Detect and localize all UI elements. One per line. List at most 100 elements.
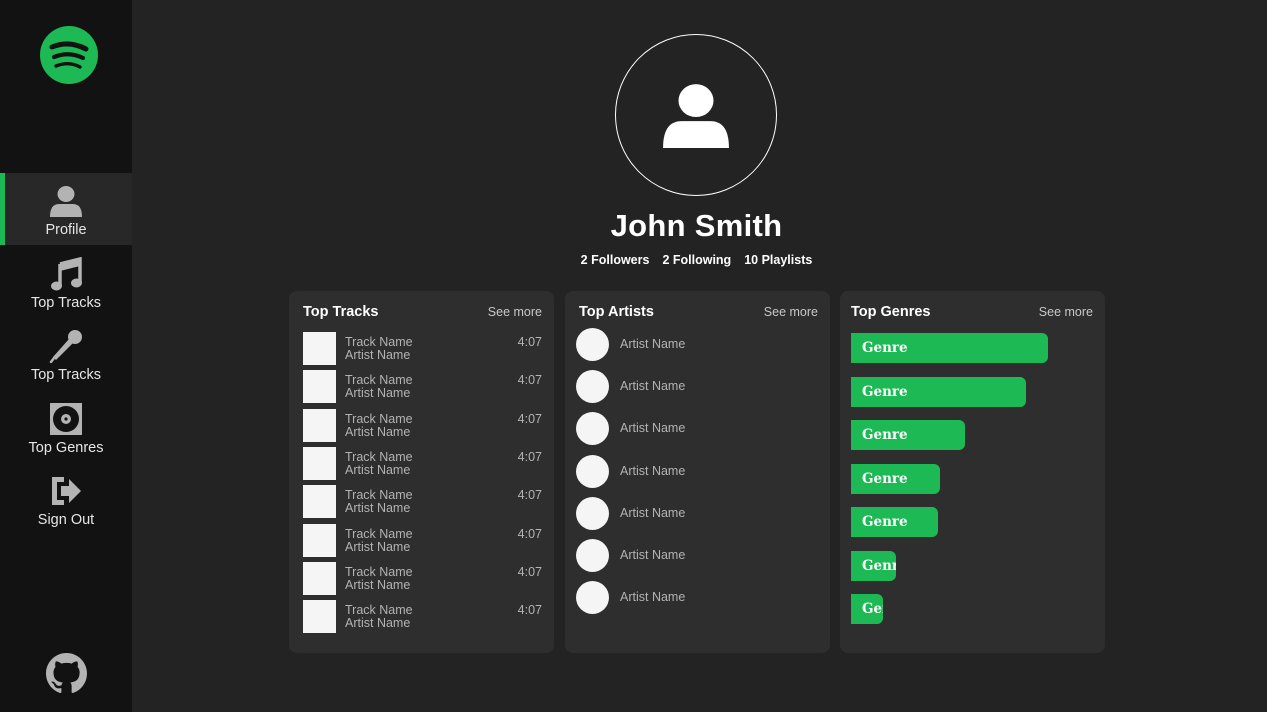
track-row[interactable]: Track Name Artist Name 4:07 bbox=[303, 446, 543, 481]
album-art bbox=[303, 446, 336, 480]
user-icon bbox=[49, 183, 83, 219]
track-row[interactable]: Track Name Artist Name 4:07 bbox=[303, 600, 543, 634]
sidebar-item-top-artists[interactable]: Top Tracks bbox=[0, 318, 132, 390]
artist-name: Artist Name bbox=[620, 463, 686, 478]
vinyl-icon bbox=[49, 401, 83, 437]
track-name: Track Name bbox=[345, 373, 413, 388]
artist-avatar bbox=[576, 370, 609, 404]
microphone-icon bbox=[49, 328, 83, 364]
artist-name: Artist Name bbox=[620, 379, 686, 394]
track-duration: 4:07 bbox=[517, 449, 542, 464]
artist-avatar bbox=[576, 454, 609, 488]
track-row[interactable]: Track Name Artist Name 4:07 bbox=[303, 408, 543, 443]
artist-avatar bbox=[576, 496, 609, 530]
track-duration: 4:07 bbox=[517, 373, 542, 388]
track-name: Track Name bbox=[345, 564, 413, 579]
artist-name: Artist Name bbox=[620, 548, 686, 562]
artist-row[interactable]: Artist Name bbox=[576, 496, 816, 531]
genre-bar[interactable]: Genre bbox=[851, 594, 883, 624]
album-art bbox=[303, 561, 336, 595]
track-row[interactable]: Track Name Artist Name 4:07 bbox=[303, 332, 543, 366]
genre-bar[interactable]: Genre bbox=[851, 420, 965, 450]
sidebar-item-top-genres[interactable]: Top Genres bbox=[0, 391, 132, 463]
artist-avatar bbox=[576, 328, 609, 361]
artist-row[interactable]: Artist Name bbox=[576, 328, 816, 362]
track-artist: Artist Name bbox=[345, 616, 411, 631]
genre-bar[interactable]: Genre bbox=[851, 464, 940, 494]
track-row[interactable]: Track Name Artist Name 4:07 bbox=[303, 523, 543, 558]
genre-bar[interactable]: Genre bbox=[851, 377, 1026, 407]
see-more-link[interactable]: See more bbox=[487, 305, 542, 319]
playlists-count[interactable]: 10 Playlists bbox=[744, 253, 813, 267]
track-duration: 4:07 bbox=[517, 411, 542, 426]
sign-out-icon bbox=[48, 473, 84, 509]
artist-row[interactable]: Artist Name bbox=[576, 539, 816, 573]
track-row[interactable]: Track Name Artist Name 4:07 bbox=[303, 485, 543, 519]
user-name: John Smith bbox=[610, 208, 783, 243]
see-more-link[interactable]: See more bbox=[763, 305, 818, 319]
artist-row[interactable]: Artist Name bbox=[576, 412, 816, 446]
sidebar-item-sign-out[interactable]: Sign Out bbox=[0, 463, 132, 535]
album-art bbox=[303, 408, 336, 442]
following-count[interactable]: 2 Following bbox=[662, 253, 732, 267]
artist-avatar bbox=[576, 412, 609, 446]
sidebar-item-label: Profile bbox=[45, 222, 87, 238]
track-duration: 4:07 bbox=[517, 488, 542, 503]
album-art bbox=[303, 332, 336, 365]
user-icon bbox=[663, 84, 729, 148]
track-name: Track Name bbox=[345, 526, 413, 541]
sidebar-item-profile[interactable]: Profile bbox=[0, 173, 132, 245]
sidebar-item-label: Top Tracks bbox=[30, 367, 102, 383]
track-name: Track Name bbox=[345, 335, 413, 349]
track-duration: 4:07 bbox=[517, 335, 542, 349]
track-artist: Artist Name bbox=[345, 539, 411, 554]
track-artist: Artist Name bbox=[345, 386, 411, 401]
track-name: Track Name bbox=[345, 603, 413, 618]
sidebar: Profile Top Tracks Top Tracks bbox=[0, 0, 132, 712]
sidebar-item-label: Top Tracks bbox=[30, 295, 102, 311]
card-title: Top Artists bbox=[579, 304, 654, 320]
card-title: Top Tracks bbox=[303, 304, 379, 320]
album-art bbox=[303, 485, 336, 519]
artist-name: Artist Name bbox=[620, 421, 686, 436]
sidebar-item-top-tracks[interactable]: Top Tracks bbox=[0, 246, 132, 318]
album-art bbox=[303, 600, 336, 634]
top-tracks-card: Top Tracks See more Track Name Artist Nam… bbox=[289, 291, 554, 653]
genre-bar[interactable]: Genre bbox=[851, 507, 938, 537]
track-name: Track Name bbox=[345, 411, 413, 426]
genre-bar[interactable]: Genre bbox=[851, 333, 1048, 363]
spotify-logo-icon[interactable] bbox=[39, 25, 99, 85]
artist-name: Artist Name bbox=[620, 590, 686, 605]
album-art bbox=[303, 370, 336, 404]
artist-avatar bbox=[576, 539, 609, 572]
track-duration: 4:07 bbox=[517, 564, 542, 579]
track-duration: 4:07 bbox=[517, 603, 542, 618]
sidebar-item-label: Sign Out bbox=[37, 512, 95, 528]
followers-count[interactable]: 2 Followers bbox=[580, 253, 650, 267]
artist-row[interactable]: Artist Name bbox=[576, 454, 816, 489]
sidebar-item-label: Top Genres bbox=[28, 440, 104, 456]
artist-name: Artist Name bbox=[620, 337, 686, 351]
track-name: Track Name bbox=[345, 488, 413, 503]
github-icon[interactable] bbox=[46, 653, 87, 694]
track-name: Track Name bbox=[345, 449, 413, 464]
artist-row[interactable]: Artist Name bbox=[576, 370, 816, 404]
artist-avatar bbox=[576, 581, 609, 615]
track-artist: Artist Name bbox=[345, 501, 411, 516]
track-row[interactable]: Track Name Artist Name 4:07 bbox=[303, 561, 543, 596]
see-more-link[interactable]: See more bbox=[1038, 305, 1093, 319]
track-artist: Artist Name bbox=[345, 348, 411, 362]
album-art bbox=[303, 523, 336, 557]
track-duration: 4:07 bbox=[517, 526, 542, 541]
genre-bar[interactable]: Genre bbox=[851, 551, 896, 581]
card-title: Top Genres bbox=[851, 304, 931, 320]
artist-name: Artist Name bbox=[620, 505, 686, 520]
track-artist: Artist Name bbox=[345, 462, 411, 477]
track-artist: Artist Name bbox=[345, 424, 411, 439]
track-artist: Artist Name bbox=[345, 577, 411, 592]
profile-stats: 2 Followers 2 Following 10 Playlists bbox=[450, 253, 943, 267]
track-row[interactable]: Track Name Artist Name 4:07 bbox=[303, 370, 543, 404]
profile-avatar bbox=[615, 34, 777, 196]
artist-row[interactable]: Artist Name bbox=[576, 581, 816, 615]
top-genres-card: Top Genres See more Genre Genre Genre Genre… bbox=[840, 291, 1105, 653]
